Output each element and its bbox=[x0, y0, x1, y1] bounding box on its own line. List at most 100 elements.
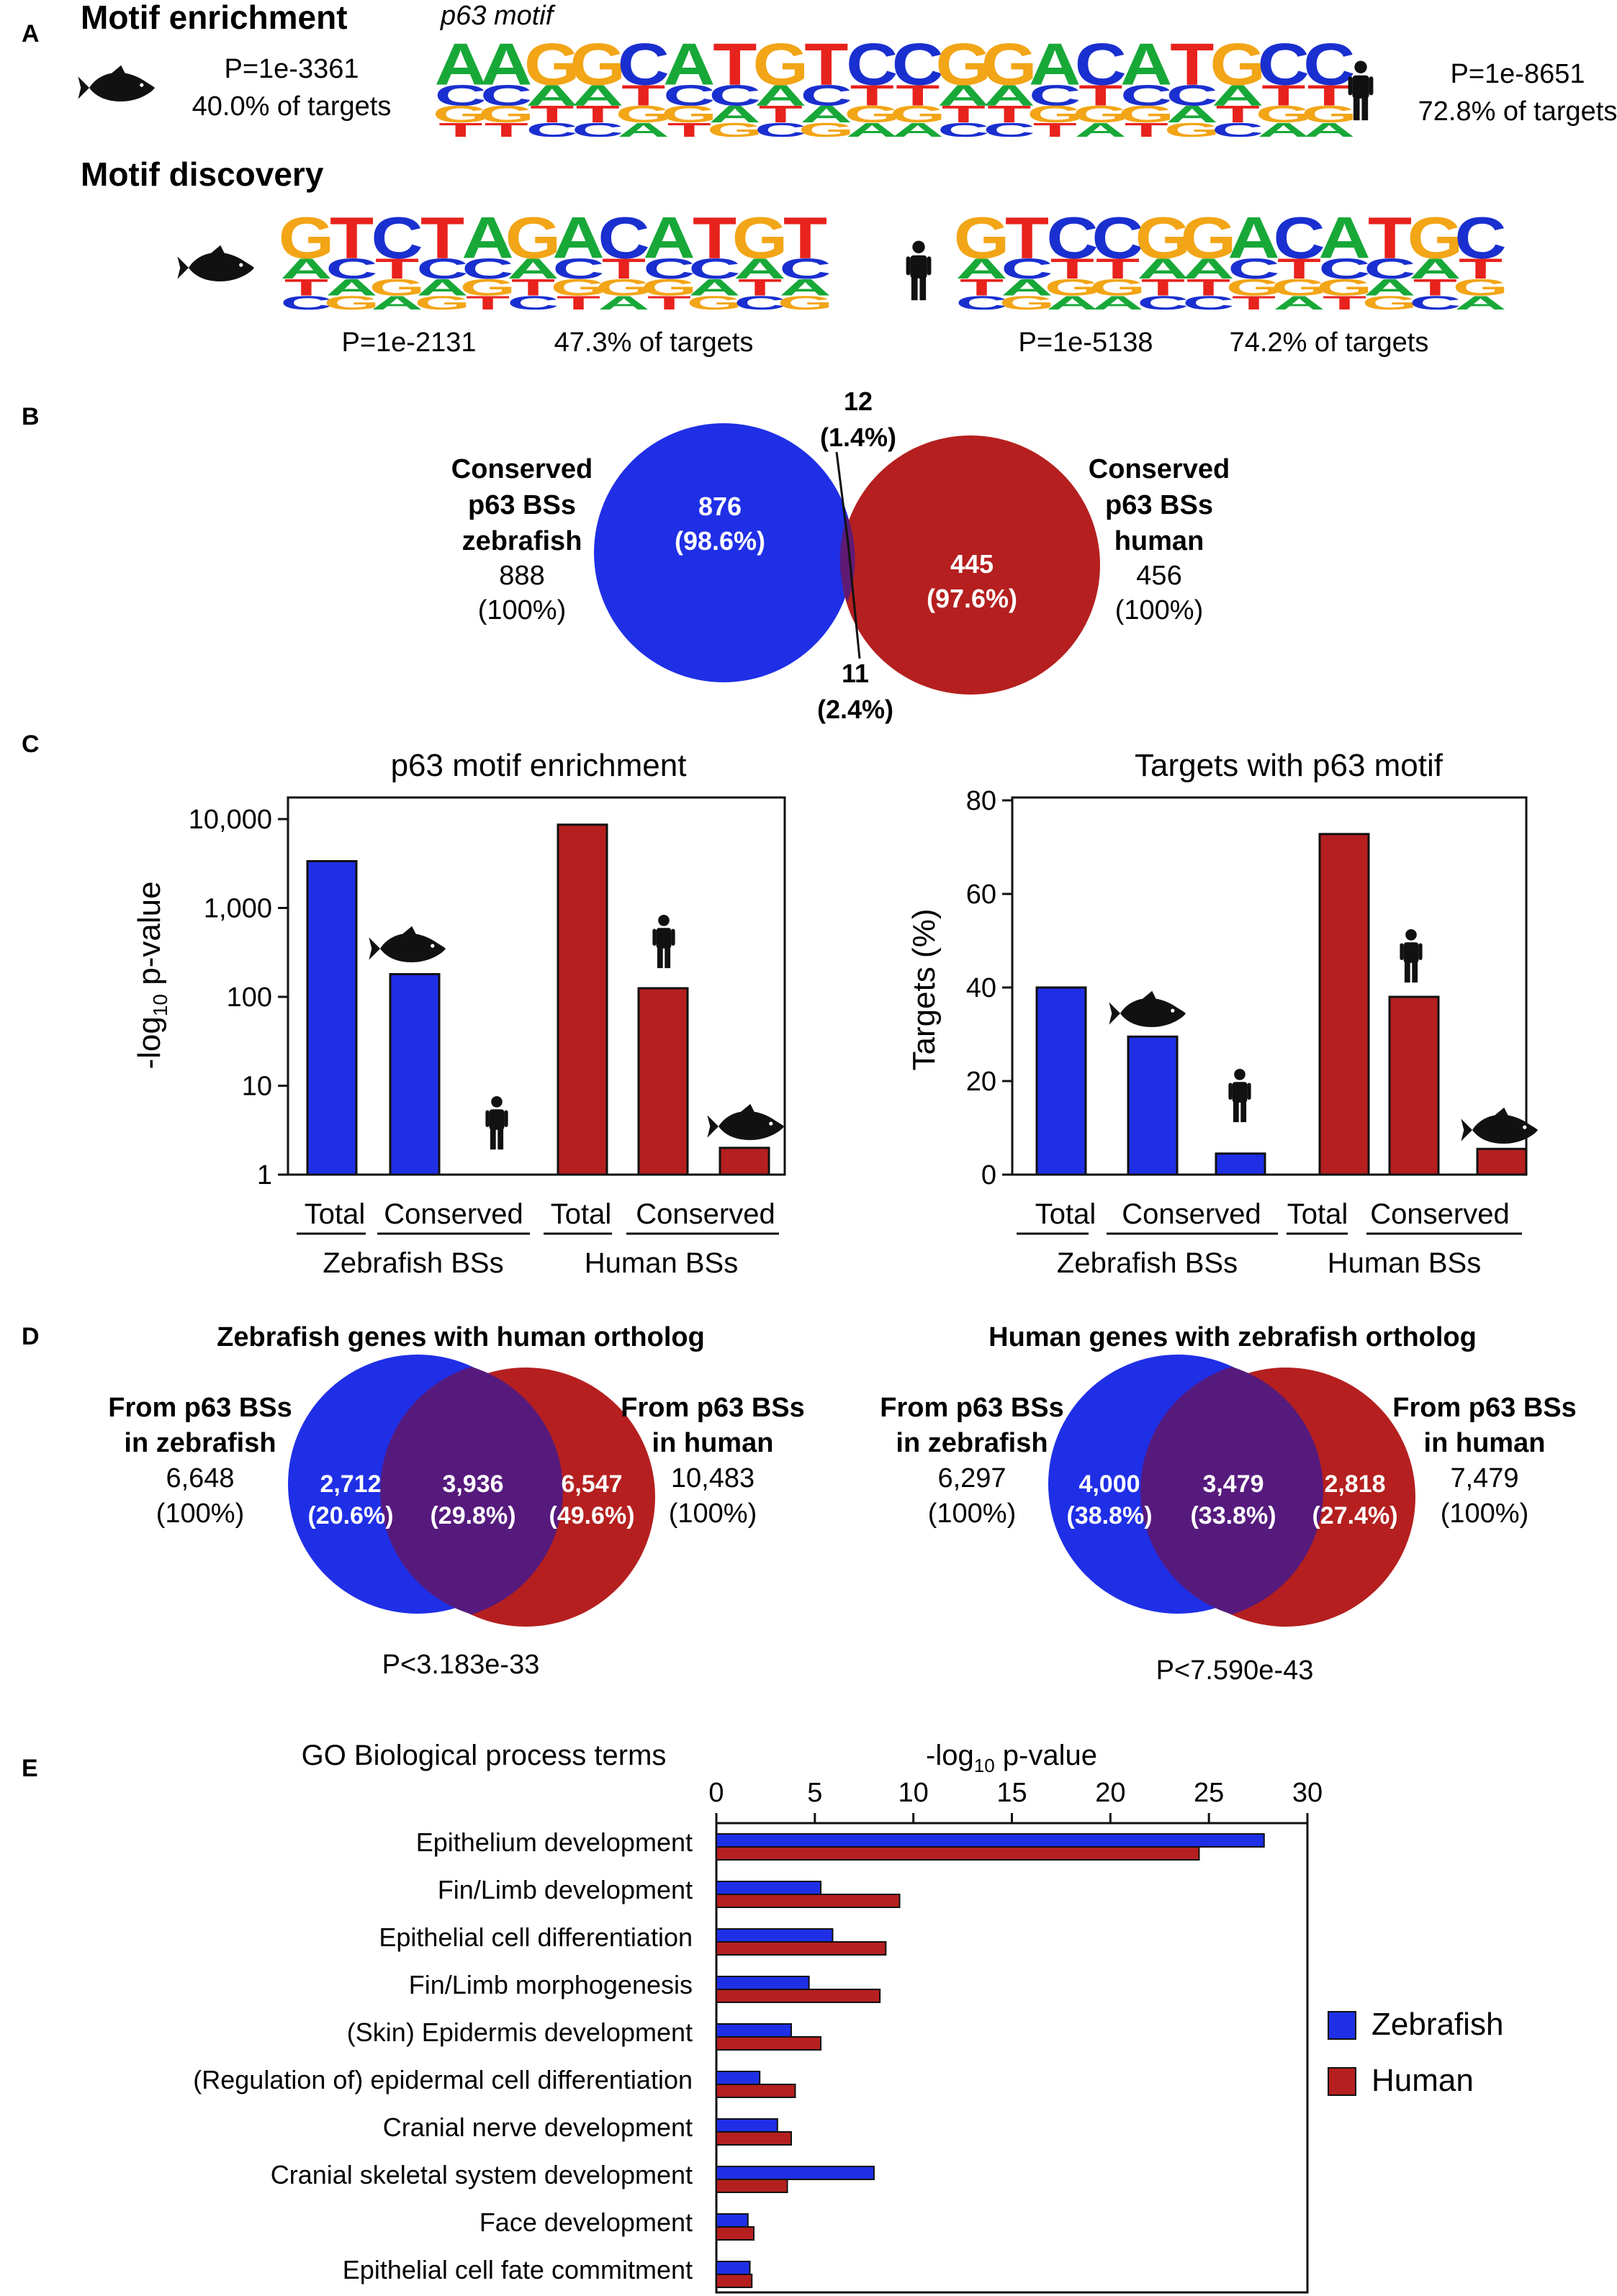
logo-letter: C bbox=[709, 79, 761, 112]
logo-letter: G bbox=[433, 101, 489, 128]
logo-letter: A bbox=[779, 274, 831, 300]
logo-letter: G bbox=[1301, 101, 1357, 128]
logo-letter: A bbox=[1137, 253, 1189, 285]
logo-letter: C bbox=[1091, 206, 1143, 271]
human-bar bbox=[716, 2226, 755, 2241]
left-set-total-pct: (100%) bbox=[928, 1499, 1017, 1529]
zebrafish-only-count: 876 bbox=[698, 492, 742, 521]
go-term-label: Fin/Limb morphogenesis bbox=[409, 1970, 693, 1999]
logo-letter: A bbox=[1120, 32, 1172, 98]
logo-letter: C bbox=[461, 253, 513, 285]
logo-letter: G bbox=[707, 119, 763, 141]
logo-letter: G bbox=[460, 274, 516, 300]
ortholog-overlap-region bbox=[380, 1367, 563, 1614]
zebrafish-bar bbox=[716, 2071, 761, 2085]
y-tick-label: 10 bbox=[242, 1072, 272, 1102]
logo-letter: A bbox=[801, 101, 852, 128]
x-category-label: Conserved bbox=[1370, 1198, 1509, 1230]
zf-only-pct: (20.6%) bbox=[307, 1502, 393, 1529]
logo-letter: C bbox=[1182, 292, 1234, 314]
zebrafish-bar bbox=[716, 2166, 875, 2180]
human-icon bbox=[652, 915, 675, 969]
logo-letter: C bbox=[1075, 32, 1127, 98]
logo-letter: C bbox=[1454, 206, 1506, 271]
logo-letter: A bbox=[1364, 274, 1415, 300]
logo-letter: T bbox=[375, 253, 419, 285]
bar bbox=[1388, 995, 1440, 1176]
go-terms-header: GO Biological process terms bbox=[302, 1740, 667, 1771]
zebrafish-legend-swatch bbox=[1328, 2011, 1356, 2040]
motif-enrichment-title: Motif enrichment bbox=[81, 0, 348, 36]
left-set-total: 6,648 bbox=[166, 1463, 234, 1493]
logo-letter: A bbox=[461, 206, 513, 271]
logo-letter: G bbox=[954, 206, 1010, 271]
human-bar bbox=[716, 2274, 753, 2288]
logo-letter: T bbox=[1125, 119, 1168, 141]
bar bbox=[557, 823, 608, 1176]
x-tick-label: 20 bbox=[1095, 1778, 1125, 1808]
logo-letter: T bbox=[647, 292, 691, 314]
logo-letter: T bbox=[284, 274, 328, 300]
logo-letter: C bbox=[663, 79, 715, 112]
y-tick-label: 1,000 bbox=[204, 894, 272, 924]
logo-letter: T bbox=[1170, 32, 1214, 98]
human-bar bbox=[716, 1989, 881, 2003]
logo-letter: A bbox=[846, 119, 898, 141]
logo-letter: C bbox=[1303, 32, 1355, 98]
logo-letter: G bbox=[1135, 206, 1192, 271]
logo-letter: T bbox=[438, 119, 482, 141]
x-category-label: Total bbox=[1035, 1198, 1096, 1230]
logo-letter: A bbox=[1454, 292, 1506, 314]
logo-letter: C bbox=[371, 206, 423, 271]
logo-letter: G bbox=[890, 101, 946, 128]
human-set-total-pct: (100%) bbox=[1115, 595, 1204, 625]
human-icon bbox=[485, 1096, 508, 1150]
logo-letter: G bbox=[1027, 101, 1083, 128]
right-set-total: 10,483 bbox=[671, 1463, 755, 1493]
go-x-axis-label: -log10 p-value bbox=[926, 1740, 1097, 1776]
zebrafish-icon bbox=[1109, 990, 1186, 1028]
bar bbox=[1127, 1035, 1179, 1176]
logo-letter: A bbox=[1091, 292, 1143, 314]
human-set-title-2: p63 BSs bbox=[1105, 490, 1213, 520]
logo-letter: A bbox=[526, 79, 578, 112]
logo-letter: C bbox=[1258, 32, 1310, 98]
panel-c-label: C bbox=[22, 731, 40, 758]
x-category-label: Total bbox=[551, 1198, 612, 1230]
enrichment-y-axis-label: -log10 p-value bbox=[132, 881, 171, 1069]
human-discovery-pvalue: P=1e-5138 bbox=[1019, 327, 1153, 358]
enrichment-bar-chart: 1 10 100 1,000 10,000 Total Conserved Total Cons… bbox=[189, 796, 786, 1279]
logo-letter: A bbox=[1046, 292, 1098, 314]
logo-letter: C bbox=[755, 119, 806, 141]
bar bbox=[306, 859, 358, 1176]
logo-letter: C bbox=[983, 119, 1035, 141]
logo-letter: C bbox=[1120, 79, 1172, 112]
x-group-label: Zebrafish BSs bbox=[323, 1247, 503, 1279]
human-set-title-3: human bbox=[1114, 526, 1204, 556]
right-set-total-pct: (100%) bbox=[1441, 1499, 1529, 1529]
logo-letter: G bbox=[324, 292, 380, 314]
x-tick-label: 15 bbox=[996, 1778, 1027, 1808]
bar bbox=[1035, 986, 1087, 1176]
left-set-total-pct: (100%) bbox=[156, 1499, 245, 1529]
y-tick-label: 0 bbox=[981, 1160, 996, 1190]
logo-letter: A bbox=[955, 253, 1007, 285]
logo-letter: A bbox=[755, 79, 806, 112]
zf-ortholog-pvalue: P<3.183e-33 bbox=[382, 1650, 540, 1680]
logo-letter: T bbox=[759, 101, 803, 128]
logo-letter: T bbox=[960, 274, 1004, 300]
motif-name: p63 motif bbox=[440, 1, 556, 31]
logo-letter: G bbox=[279, 206, 335, 271]
logo-letter: G bbox=[752, 32, 808, 98]
logo-letter: G bbox=[596, 274, 652, 300]
logo-letter: G bbox=[687, 292, 743, 314]
logo-letter: C bbox=[734, 292, 785, 314]
logo-letter: A bbox=[325, 274, 377, 300]
logo-letter: C bbox=[507, 292, 559, 314]
x-tick-label: 10 bbox=[898, 1778, 929, 1808]
zebrafish-set-title-2: p63 BSs bbox=[468, 490, 576, 520]
logo-letter: C bbox=[955, 292, 1007, 314]
logo-letter: T bbox=[896, 79, 940, 112]
logo-letter: A bbox=[663, 32, 715, 98]
human-bar bbox=[716, 2084, 796, 2098]
